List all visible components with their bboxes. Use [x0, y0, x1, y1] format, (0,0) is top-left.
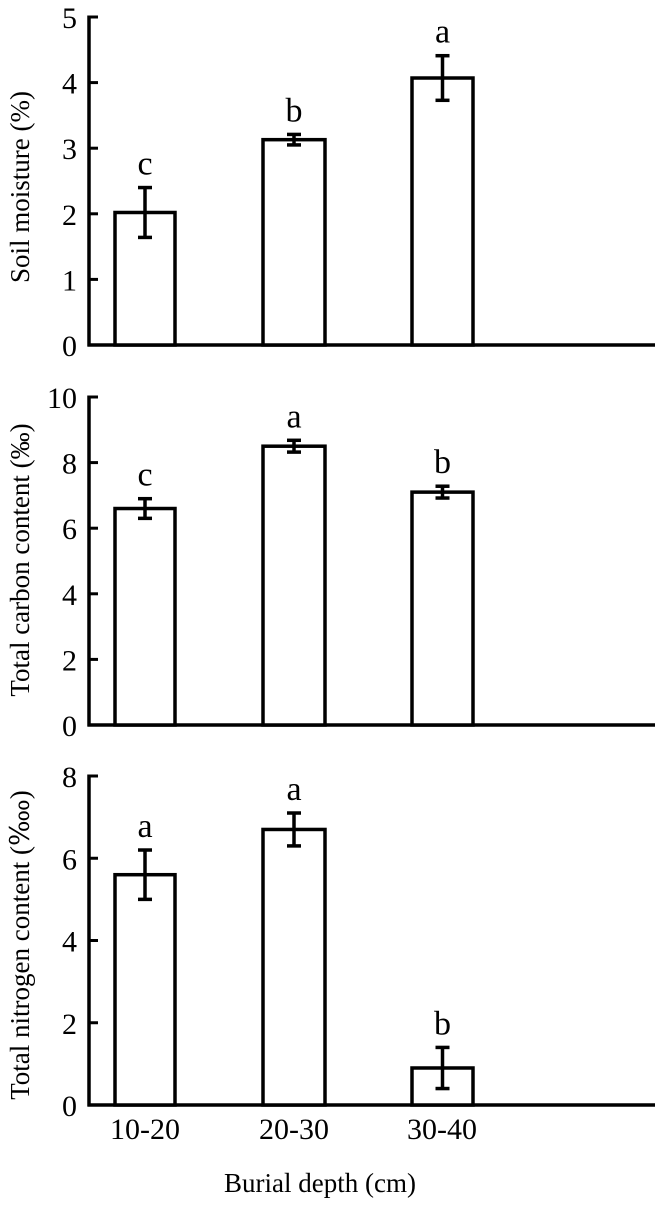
significance-letter: a	[137, 808, 152, 845]
y-tick-label: 1	[62, 264, 77, 297]
significance-letter: c	[137, 146, 152, 183]
significance-letter: b	[434, 1005, 451, 1042]
significance-letter: b	[286, 92, 303, 129]
y-tick-label: 6	[62, 843, 77, 876]
y-tick-label: 2	[62, 1008, 77, 1041]
y-tick-label: 5	[62, 2, 77, 35]
x-tick-label-3: 30-40	[407, 1113, 477, 1146]
significance-letter: a	[286, 771, 301, 808]
y-tick-label: 2	[62, 199, 77, 232]
y-tick-label: 3	[62, 133, 77, 166]
x-tick-label-1: 10-20	[110, 1113, 180, 1146]
x-axis-title: Burial depth (cm)	[224, 1168, 416, 1198]
y-tick-label: 6	[62, 513, 77, 546]
panel3-ylabel: Total nitrogen content (‱)	[5, 790, 35, 1100]
y-tick-label: 10	[47, 382, 77, 415]
y-tick-label: 0	[62, 710, 77, 743]
panel1-ylabel: Soil moisture (%)	[5, 91, 35, 283]
significance-letter: c	[137, 457, 152, 494]
y-tick-label: 0	[62, 1090, 77, 1123]
y-tick-label: 8	[62, 448, 77, 481]
significance-letter: b	[434, 444, 451, 481]
y-tick-label: 2	[62, 644, 77, 677]
bar	[261, 137, 327, 347]
bar	[113, 872, 177, 1107]
y-tick-label: 4	[62, 579, 77, 612]
panel2-ylabel: Total carbon content (‰)	[5, 423, 35, 697]
bar	[410, 76, 475, 347]
bar	[261, 827, 327, 1107]
significance-letter: a	[286, 398, 301, 435]
y-tick-label: 4	[62, 926, 77, 959]
bar	[410, 490, 475, 727]
x-tick-label-2: 20-30	[259, 1113, 329, 1146]
significance-letter: a	[435, 14, 450, 51]
bar	[261, 444, 327, 727]
bar	[113, 506, 177, 727]
y-tick-label: 0	[62, 330, 77, 363]
y-tick-label: 4	[62, 68, 77, 101]
y-tick-label: 8	[62, 761, 77, 794]
